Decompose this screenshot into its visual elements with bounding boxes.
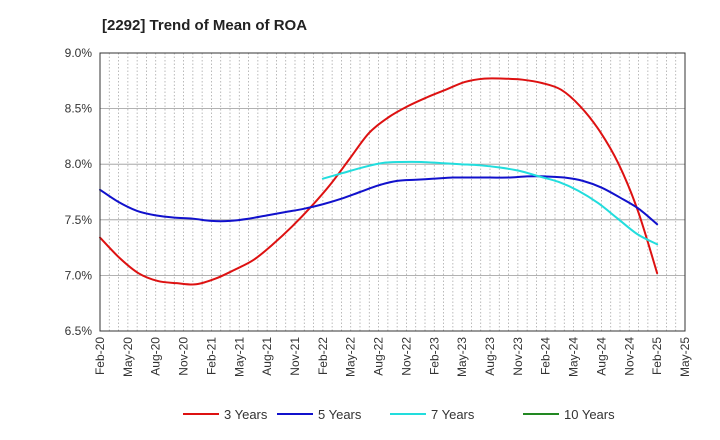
x-tick-label-18: Aug-24 bbox=[594, 337, 608, 376]
series-lines bbox=[99, 77, 659, 286]
legend: 3 Years 5 Years 7 Years 10 Years bbox=[183, 407, 615, 422]
x-tick-label-4: Feb-21 bbox=[204, 337, 218, 375]
x-tick-label-5: May-21 bbox=[232, 337, 246, 377]
x-tick-label-14: Aug-23 bbox=[483, 337, 497, 376]
plot-border bbox=[99, 52, 686, 332]
series-line-3-years bbox=[99, 77, 659, 286]
y-tick-label-3: 8.0% bbox=[65, 157, 93, 171]
x-tick-label-12: Feb-23 bbox=[427, 337, 441, 375]
x-tick-label-9: May-22 bbox=[344, 337, 358, 377]
x-tick-label-10: Aug-22 bbox=[372, 337, 386, 376]
chart-title: [2292] Trend of Mean of ROA bbox=[102, 17, 307, 34]
x-tick-label-0: Feb-20 bbox=[93, 337, 107, 375]
legend-label-1: 5 Years bbox=[318, 407, 362, 422]
plot-area bbox=[100, 53, 685, 331]
x-tick-label-15: Nov-23 bbox=[511, 337, 525, 376]
x-axis-ticks: Feb-20 May-20 Aug-20 Nov-20 Feb-21 May-21 Aug-… bbox=[93, 337, 692, 377]
x-tick-label-8: Feb-22 bbox=[316, 337, 330, 375]
y-tick-label-0: 6.5% bbox=[65, 324, 93, 338]
x-tick-label-1: May-20 bbox=[121, 337, 135, 377]
y-axis-ticks: 6.5% 7.0% 7.5% 8.0% 8.5% 9.0% bbox=[65, 46, 93, 338]
x-tick-label-16: Feb-24 bbox=[539, 337, 553, 375]
x-tick-label-20: Feb-25 bbox=[650, 337, 664, 375]
x-tick-label-6: Aug-21 bbox=[260, 337, 274, 376]
series-line-5-years bbox=[99, 175, 659, 226]
series-line-7-years bbox=[321, 160, 659, 246]
y-tick-label-1: 7.0% bbox=[65, 268, 93, 282]
x-tick-label-11: Nov-22 bbox=[399, 337, 413, 376]
legend-label-0: 3 Years bbox=[224, 407, 268, 422]
x-tick-label-21: May-25 bbox=[678, 337, 692, 377]
x-tick-label-3: Nov-20 bbox=[177, 337, 191, 376]
x-tick-label-13: May-23 bbox=[455, 337, 469, 377]
y-tick-label-5: 9.0% bbox=[65, 46, 93, 60]
x-tick-label-2: Aug-20 bbox=[149, 337, 163, 376]
y-tick-label-4: 8.5% bbox=[65, 102, 93, 116]
x-tick-label-17: May-24 bbox=[567, 337, 581, 377]
legend-label-2: 7 Years bbox=[431, 407, 475, 422]
legend-label-3: 10 Years bbox=[564, 407, 615, 422]
y-tick-label-2: 7.5% bbox=[65, 213, 93, 227]
x-tick-label-19: Nov-24 bbox=[622, 337, 636, 376]
x-tick-label-7: Nov-21 bbox=[288, 337, 302, 376]
